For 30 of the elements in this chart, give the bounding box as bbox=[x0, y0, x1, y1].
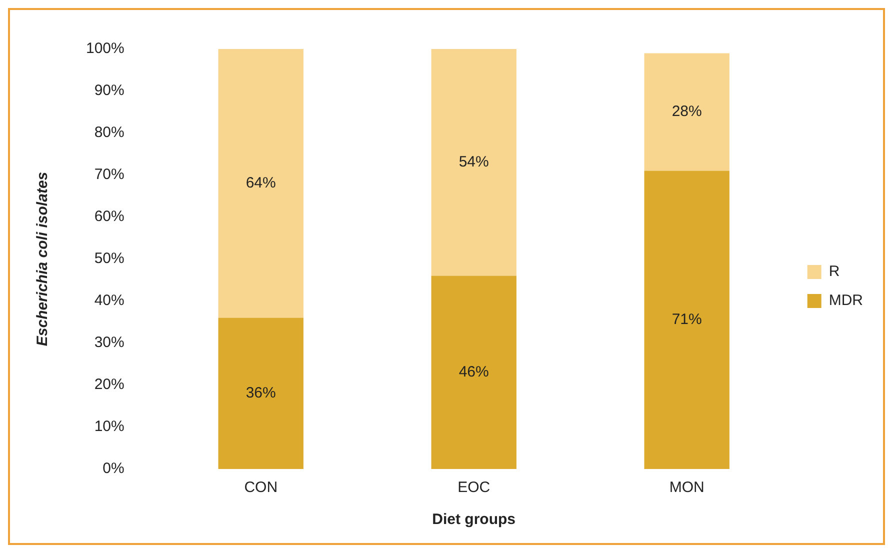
data-label: 71% bbox=[672, 311, 702, 328]
y-tick-label: 70% bbox=[94, 166, 124, 184]
x-tick-label: EOC bbox=[458, 479, 490, 496]
y-axis-title: Escherichia coli isolates bbox=[34, 172, 52, 346]
data-label: 54% bbox=[458, 154, 489, 171]
y-tick-label: 0% bbox=[102, 460, 124, 478]
bar bbox=[431, 49, 516, 276]
y-tick-label: 20% bbox=[94, 376, 124, 394]
y-tick-label: 100% bbox=[86, 40, 124, 58]
legend-label: MDR bbox=[828, 292, 864, 310]
y-tick-label: 90% bbox=[94, 82, 124, 100]
bar bbox=[431, 276, 516, 469]
x-tick-label: CON bbox=[244, 479, 278, 496]
bar bbox=[644, 53, 730, 171]
y-tick-label: 60% bbox=[94, 208, 124, 226]
y-tick-label: 50% bbox=[94, 250, 124, 268]
x-axis-title: Diet groups bbox=[432, 511, 516, 528]
data-label: 64% bbox=[246, 174, 276, 192]
bar bbox=[644, 170, 730, 469]
y-tick-label: 80% bbox=[94, 124, 124, 142]
data-label: 36% bbox=[246, 384, 276, 402]
y-tick-label: 10% bbox=[94, 418, 124, 436]
x-tick-label: MON bbox=[669, 479, 704, 496]
legend-label: R bbox=[828, 263, 840, 280]
y-tick-label: 40% bbox=[94, 292, 124, 310]
data-label: 46% bbox=[458, 364, 489, 381]
y-tick-label: 30% bbox=[94, 334, 124, 352]
data-label: 28% bbox=[672, 103, 702, 120]
bar bbox=[218, 49, 304, 318]
bar bbox=[218, 318, 304, 469]
